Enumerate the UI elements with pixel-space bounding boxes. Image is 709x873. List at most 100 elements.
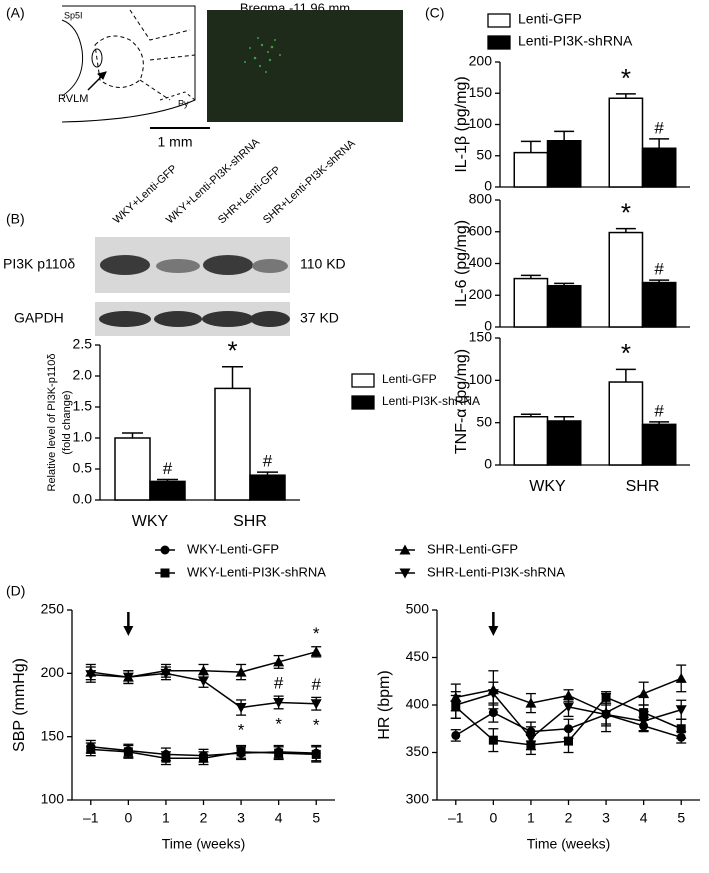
- marker: [86, 744, 96, 754]
- y-axis-label: IL-1β (pg/mg): [453, 76, 470, 172]
- arrow-head: [123, 626, 134, 636]
- blot-size: 37 KD: [300, 310, 339, 326]
- x-tick-label: 0: [124, 810, 132, 826]
- legend-marker: [399, 544, 411, 555]
- y-tick-label: 300: [406, 791, 430, 807]
- significance-mark: *: [275, 714, 282, 733]
- marker: [450, 700, 462, 711]
- marker: [525, 697, 537, 708]
- y-axis-label: (fold change): [61, 390, 73, 454]
- y-tick-label: 2.0: [73, 367, 93, 383]
- arrow-head: [488, 626, 499, 636]
- marker: [564, 724, 573, 734]
- marker: [274, 748, 284, 758]
- panel-label: (C): [425, 5, 444, 21]
- x-tick-label: SHR: [626, 478, 660, 495]
- legend-marker: [399, 568, 411, 579]
- legend-label: Lenti-GFP: [518, 11, 582, 27]
- x-tick-label: WKY: [529, 478, 566, 495]
- y-tick-label: 250: [41, 601, 65, 617]
- bar: [546, 420, 582, 466]
- region-label: RVLM: [58, 93, 88, 105]
- legend-swatch: [487, 13, 511, 28]
- significance-mark: #: [654, 260, 664, 279]
- bar: [641, 281, 677, 328]
- x-tick-label: WKY: [132, 513, 169, 530]
- marker: [273, 697, 285, 708]
- y-tick-label: 100: [469, 371, 493, 387]
- y-tick-label: 100: [41, 791, 65, 807]
- legend-label: SHR-Lenti-PI3K-shRNA: [427, 564, 565, 579]
- marker: [563, 702, 574, 713]
- significance-mark: *: [313, 624, 320, 643]
- legend-label: WKY-Lenti-GFP: [187, 541, 279, 556]
- significance-mark: *: [621, 338, 631, 368]
- panel-label: (D): [6, 583, 25, 599]
- legend-label: Lenti-GFP: [382, 372, 437, 386]
- x-tick-label: 4: [275, 810, 283, 826]
- significance-mark: #: [311, 675, 321, 694]
- significance-mark: #: [654, 118, 664, 137]
- y-tick-label: 0: [484, 456, 492, 472]
- marker: [676, 724, 686, 734]
- fluorescence-image: [207, 10, 403, 122]
- x-axis-label: Time (weeks): [162, 836, 246, 852]
- marker: [451, 730, 461, 740]
- region-label: Py: [178, 98, 189, 108]
- y-tick-label: 500: [406, 601, 430, 617]
- bar: [249, 474, 286, 501]
- y-tick-label: 800: [469, 191, 493, 207]
- region-label: Sp5I: [64, 10, 83, 20]
- y-axis-label: IL-6 (pg/mg): [453, 220, 470, 307]
- significance-mark: *: [313, 716, 320, 735]
- x-tick-label: 5: [677, 810, 685, 826]
- marker: [311, 749, 321, 759]
- legend-marker: [160, 545, 170, 555]
- y-axis-label: TNF-α (pg/mg): [453, 349, 470, 454]
- bar: [608, 381, 644, 466]
- legend-label: SHR-Lenti-GFP: [427, 541, 518, 556]
- bar: [513, 151, 549, 188]
- x-axis-label: Time (weeks): [527, 836, 611, 852]
- significance-mark: #: [274, 674, 284, 693]
- bar: [641, 423, 677, 466]
- western-blot: [95, 237, 290, 336]
- bar: [149, 480, 186, 501]
- y-tick-label: 150: [469, 329, 493, 345]
- x-tick-label: SHR: [233, 513, 267, 530]
- scale-label: 1 mm: [158, 134, 193, 150]
- significance-mark: *: [621, 197, 631, 227]
- legend-marker: [160, 568, 170, 578]
- marker: [525, 733, 537, 744]
- marker: [85, 670, 97, 681]
- y-tick-label: 350: [406, 743, 430, 759]
- legend-label: Lenti-PI3K-shRNA: [382, 394, 480, 408]
- marker: [198, 676, 209, 687]
- significance-mark: *: [227, 336, 237, 366]
- x-tick-label: –1: [83, 810, 99, 826]
- significance-mark: *: [238, 721, 245, 740]
- y-tick-label: 0.5: [73, 460, 93, 476]
- marker: [487, 689, 499, 700]
- marker: [564, 736, 573, 746]
- x-tick-label: 2: [200, 810, 208, 826]
- marker: [273, 656, 285, 667]
- marker: [236, 747, 246, 757]
- blot-name: PI3K p110δ: [3, 256, 75, 272]
- y-axis-label: SBP (mmHg): [11, 658, 28, 752]
- y-tick-label: 200: [469, 53, 493, 69]
- marker: [161, 753, 171, 763]
- y-tick-label: 50: [476, 146, 492, 162]
- bar: [513, 415, 549, 466]
- y-tick-label: 400: [469, 254, 493, 270]
- bar: [546, 284, 582, 328]
- marker: [488, 735, 498, 745]
- y-tick-label: 150: [469, 84, 493, 100]
- legend-swatch: [351, 395, 375, 410]
- marker: [235, 703, 247, 714]
- marker: [600, 710, 612, 720]
- marker: [310, 699, 322, 710]
- atlas-diagram: [61, 5, 210, 129]
- y-tick-label: 1.5: [73, 398, 93, 414]
- marker: [235, 666, 247, 677]
